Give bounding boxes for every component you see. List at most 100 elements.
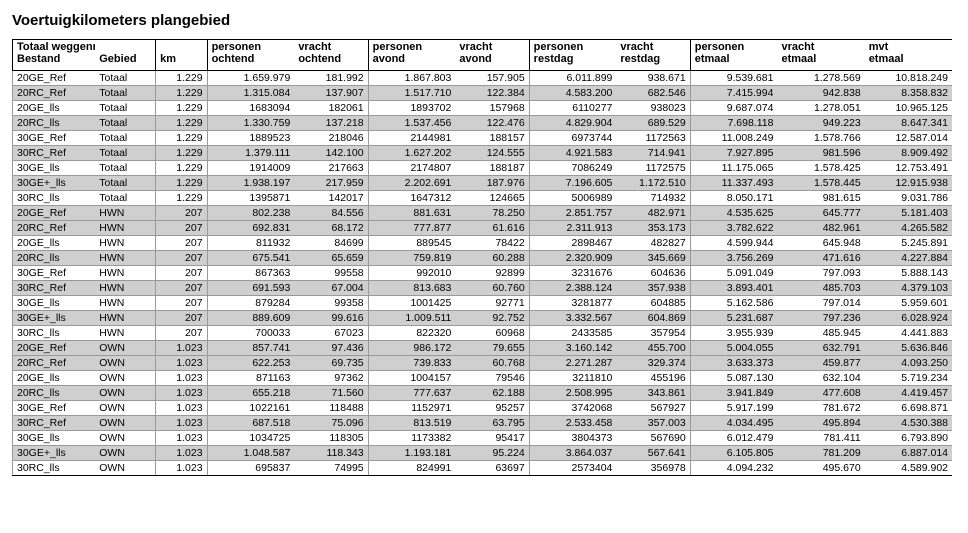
cell-b: 30GE_lls bbox=[13, 296, 96, 311]
cell-pr: 2433585 bbox=[529, 326, 616, 341]
cell-va: 60.768 bbox=[455, 356, 529, 371]
cell-vo: 118488 bbox=[294, 401, 368, 416]
cell-pe: 5.162.586 bbox=[690, 296, 777, 311]
cell-vr: 353.173 bbox=[616, 221, 690, 236]
cell-b: 30GE+_lls bbox=[13, 176, 96, 191]
cell-g: Totaal bbox=[95, 191, 155, 206]
cell-pe: 7.415.994 bbox=[690, 86, 777, 101]
cell-b: 30RC_Ref bbox=[13, 281, 96, 296]
cell-g: HWN bbox=[95, 266, 155, 281]
cell-pr: 2.508.995 bbox=[529, 386, 616, 401]
cell-ve: 1.278.051 bbox=[777, 101, 864, 116]
cell-g: Totaal bbox=[95, 71, 155, 86]
cell-vr: 604.869 bbox=[616, 311, 690, 326]
cell-po: 879284 bbox=[207, 296, 294, 311]
cell-ve: 645.948 bbox=[777, 236, 864, 251]
cell-b: 30GE+_lls bbox=[13, 446, 96, 461]
cell-po: 811932 bbox=[207, 236, 294, 251]
cell-b: 30GE_Ref bbox=[13, 401, 96, 416]
cell-vr: 1.172.510 bbox=[616, 176, 690, 191]
cell-pr: 3.160.142 bbox=[529, 341, 616, 356]
cell-vr: 329.374 bbox=[616, 356, 690, 371]
cell-ve: 485.945 bbox=[777, 326, 864, 341]
cell-g: OWN bbox=[95, 386, 155, 401]
cell-b: 20GE_lls bbox=[13, 101, 96, 116]
cell-pa: 2174807 bbox=[368, 161, 455, 176]
cell-pr: 7086249 bbox=[529, 161, 616, 176]
cell-vo: 74995 bbox=[294, 461, 368, 476]
cell-va: 60.760 bbox=[455, 281, 529, 296]
cell-pa: 881.631 bbox=[368, 206, 455, 221]
cell-me: 12.587.014 bbox=[865, 131, 952, 146]
cell-vo: 218046 bbox=[294, 131, 368, 146]
cell-b: 20RC_Ref bbox=[13, 86, 96, 101]
cell-km: 207 bbox=[156, 266, 207, 281]
cell-vo: 75.096 bbox=[294, 416, 368, 431]
cell-pa: 1173382 bbox=[368, 431, 455, 446]
cell-vo: 142.100 bbox=[294, 146, 368, 161]
cell-km: 207 bbox=[156, 221, 207, 236]
cell-pr: 3.332.567 bbox=[529, 311, 616, 326]
cell-po: 687.518 bbox=[207, 416, 294, 431]
cell-pr: 2.271.287 bbox=[529, 356, 616, 371]
cell-vo: 217.959 bbox=[294, 176, 368, 191]
cell-vo: 99358 bbox=[294, 296, 368, 311]
cell-pr: 2898467 bbox=[529, 236, 616, 251]
cell-vr: 357.938 bbox=[616, 281, 690, 296]
cell-vo: 99558 bbox=[294, 266, 368, 281]
cell-pa: 777.877 bbox=[368, 221, 455, 236]
cell-vr: 938.671 bbox=[616, 71, 690, 86]
cell-va: 188187 bbox=[455, 161, 529, 176]
cell-va: 124665 bbox=[455, 191, 529, 206]
cell-km: 1.229 bbox=[156, 86, 207, 101]
cell-va: 187.976 bbox=[455, 176, 529, 191]
cell-ve: 632.104 bbox=[777, 371, 864, 386]
data-table: Totaal weggennet Bestand Gebied km perso… bbox=[12, 39, 952, 476]
cell-pa: 822320 bbox=[368, 326, 455, 341]
col-pers-avond: personenavond bbox=[368, 40, 455, 71]
cell-ve: 1.578.766 bbox=[777, 131, 864, 146]
table-row: 20GE_RefTotaal1.2291.659.979181.9921.867… bbox=[13, 71, 953, 86]
cell-vr: 604636 bbox=[616, 266, 690, 281]
col-vracht-ochtend: vrachtochtend bbox=[294, 40, 368, 71]
cell-pr: 6110277 bbox=[529, 101, 616, 116]
cell-me: 6.028.924 bbox=[865, 311, 952, 326]
cell-pr: 3281877 bbox=[529, 296, 616, 311]
table-row: 20GE_llsTotaal1.229168309418206118937021… bbox=[13, 101, 953, 116]
cell-pe: 5.091.049 bbox=[690, 266, 777, 281]
cell-km: 1.023 bbox=[156, 341, 207, 356]
cell-pa: 2.202.691 bbox=[368, 176, 455, 191]
table-row: 30RC_RefOWN1.023687.51875.096813.51963.7… bbox=[13, 416, 953, 431]
cell-ve: 645.777 bbox=[777, 206, 864, 221]
cell-g: OWN bbox=[95, 356, 155, 371]
cell-po: 871163 bbox=[207, 371, 294, 386]
cell-me: 6.698.871 bbox=[865, 401, 952, 416]
table-row: 30GE_llsHWN20787928499358100142592771328… bbox=[13, 296, 953, 311]
cell-g: HWN bbox=[95, 296, 155, 311]
cell-pe: 3.633.373 bbox=[690, 356, 777, 371]
cell-ve: 781.411 bbox=[777, 431, 864, 446]
cell-pe: 7.698.118 bbox=[690, 116, 777, 131]
col-pers-etmaal: personenetmaal bbox=[690, 40, 777, 71]
cell-ve: 459.877 bbox=[777, 356, 864, 371]
cell-ve: 495.894 bbox=[777, 416, 864, 431]
table-row: 30GE_llsOWN1.023103472511830511733829541… bbox=[13, 431, 953, 446]
cell-po: 889.609 bbox=[207, 311, 294, 326]
cell-me: 4.530.388 bbox=[865, 416, 952, 431]
cell-me: 4.419.457 bbox=[865, 386, 952, 401]
cell-vr: 482827 bbox=[616, 236, 690, 251]
cell-g: Totaal bbox=[95, 86, 155, 101]
cell-ve: 477.608 bbox=[777, 386, 864, 401]
cell-me: 5.888.143 bbox=[865, 266, 952, 281]
cell-pe: 6.105.805 bbox=[690, 446, 777, 461]
cell-pe: 4.599.944 bbox=[690, 236, 777, 251]
cell-pe: 11.175.065 bbox=[690, 161, 777, 176]
cell-va: 61.616 bbox=[455, 221, 529, 236]
cell-g: OWN bbox=[95, 341, 155, 356]
cell-vr: 1172575 bbox=[616, 161, 690, 176]
cell-pe: 5.231.687 bbox=[690, 311, 777, 326]
cell-pr: 7.196.605 bbox=[529, 176, 616, 191]
cell-po: 655.218 bbox=[207, 386, 294, 401]
col-mvt-etmaal: mvtetmaal bbox=[865, 40, 952, 71]
cell-g: OWN bbox=[95, 461, 155, 476]
